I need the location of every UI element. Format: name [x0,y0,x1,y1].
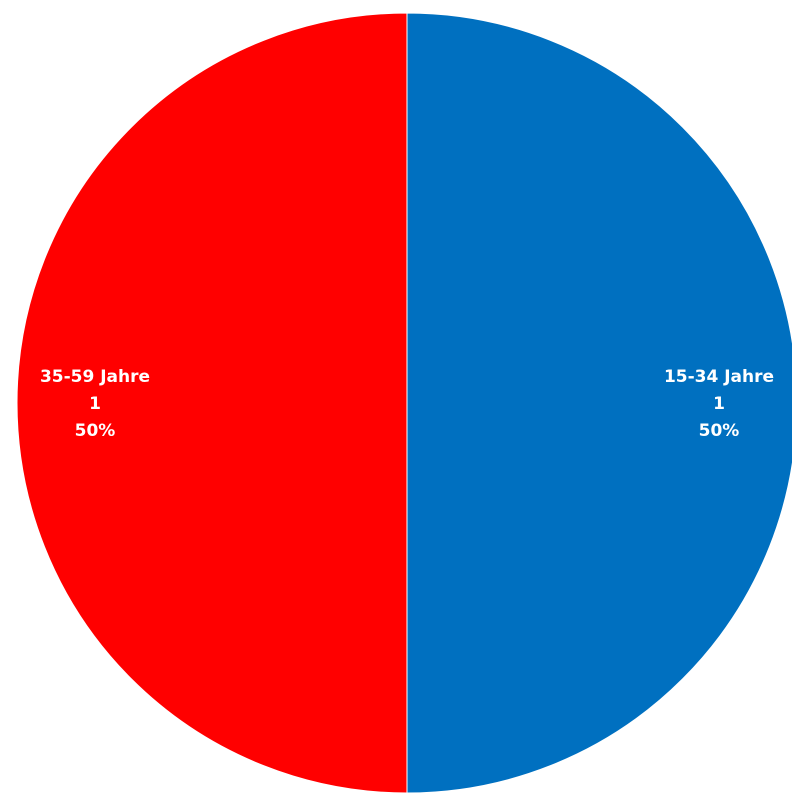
slice-label-1: 35-59 Jahre [40,367,150,387]
pie-data-labels: 15-34 Jahre 1 50% 35-59 Jahre 1 50% [40,367,774,441]
slice-value-1: 1 [89,394,101,414]
pie-slices [16,12,792,793]
slice-value-0: 1 [713,394,725,414]
slice-label-0: 15-34 Jahre [664,367,774,387]
slice-percent-1: 50% [75,421,116,441]
slice-percent-0: 50% [699,421,740,441]
pie-slice-1 [16,12,408,793]
pie-slice-0 [406,12,792,793]
slice-data-label-0: 15-34 Jahre 1 50% [664,367,774,441]
slice-data-label-1: 35-59 Jahre 1 50% [40,367,150,441]
